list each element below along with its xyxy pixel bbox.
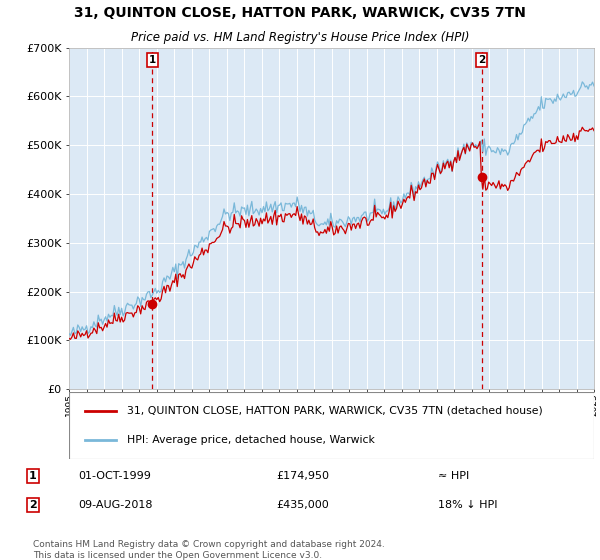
Text: 31, QUINTON CLOSE, HATTON PARK, WARWICK, CV35 7TN (detached house): 31, QUINTON CLOSE, HATTON PARK, WARWICK,… bbox=[127, 406, 542, 416]
Text: 09-AUG-2018: 09-AUG-2018 bbox=[78, 501, 152, 510]
Text: 2: 2 bbox=[478, 55, 485, 65]
Text: Price paid vs. HM Land Registry's House Price Index (HPI): Price paid vs. HM Land Registry's House … bbox=[131, 31, 469, 44]
Text: Contains HM Land Registry data © Crown copyright and database right 2024.
This d: Contains HM Land Registry data © Crown c… bbox=[33, 540, 385, 560]
Text: £435,000: £435,000 bbox=[276, 501, 329, 510]
Text: 1: 1 bbox=[149, 55, 156, 65]
Text: 31, QUINTON CLOSE, HATTON PARK, WARWICK, CV35 7TN: 31, QUINTON CLOSE, HATTON PARK, WARWICK,… bbox=[74, 6, 526, 20]
Text: ≈ HPI: ≈ HPI bbox=[438, 471, 469, 481]
Text: £174,950: £174,950 bbox=[276, 471, 329, 481]
Text: HPI: Average price, detached house, Warwick: HPI: Average price, detached house, Warw… bbox=[127, 435, 374, 445]
Text: 18% ↓ HPI: 18% ↓ HPI bbox=[438, 501, 497, 510]
Text: 1: 1 bbox=[29, 471, 37, 481]
Text: 2: 2 bbox=[29, 501, 37, 510]
Text: 01-OCT-1999: 01-OCT-1999 bbox=[78, 471, 151, 481]
